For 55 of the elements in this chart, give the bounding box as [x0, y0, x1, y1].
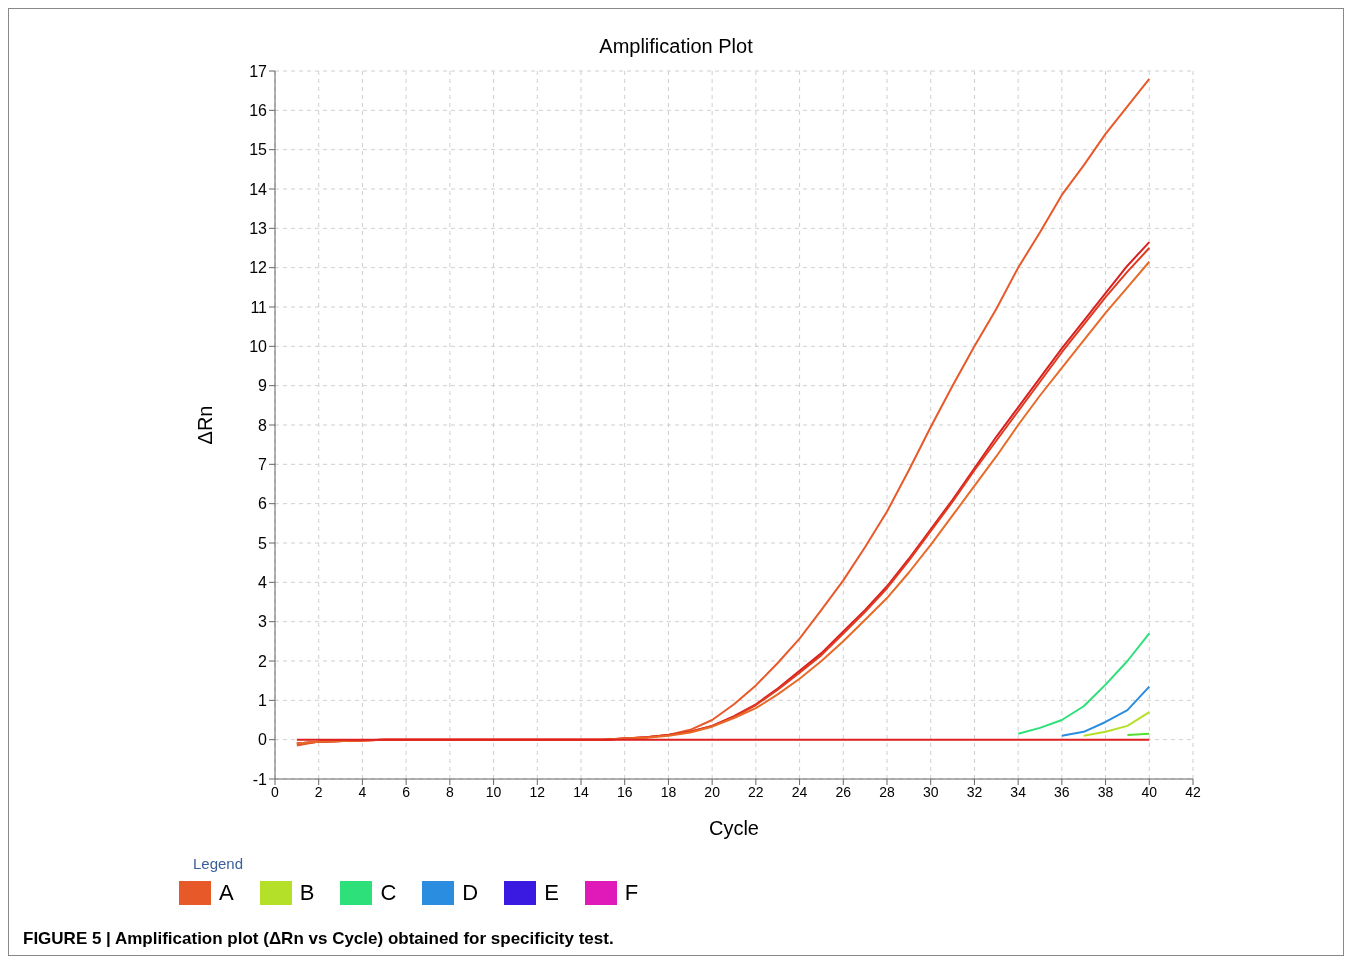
x-tick-label: 4: [358, 783, 367, 800]
y-tick-label: 7: [258, 456, 268, 474]
y-tick-label: 0: [258, 731, 268, 749]
y-tick-label: 17: [249, 62, 268, 80]
x-tick-label: 6: [402, 783, 411, 800]
x-tick-label: 16: [616, 783, 633, 800]
x-tick-label: 30: [922, 783, 939, 800]
y-axis-title: ΔRn: [194, 405, 217, 445]
x-tick-label: 14: [573, 783, 589, 800]
x-tick-label: 10: [485, 783, 502, 800]
y-tick-label: 3: [258, 613, 268, 631]
y-tick-label: 1: [258, 692, 268, 710]
y-tick-label: 5: [258, 534, 268, 552]
x-tick-label: 0: [271, 783, 280, 800]
legend-label: D: [462, 880, 479, 906]
legend-title: Legend: [193, 855, 244, 872]
legend-label: E: [544, 880, 559, 906]
legend-label: B: [299, 880, 315, 906]
y-tick-label: 13: [249, 220, 268, 238]
y-tick-label: 6: [258, 495, 268, 513]
y-tick-label: 4: [258, 574, 268, 592]
x-tick-label: 24: [791, 783, 808, 800]
x-tick-label: 40: [1141, 783, 1158, 800]
line-series: [1082, 711, 1151, 737]
x-tick-label: 34: [1010, 783, 1027, 800]
legend-label: C: [380, 880, 397, 906]
y-tick-label: 2: [258, 652, 268, 670]
x-tick-label: 32: [966, 783, 983, 800]
x-tick-label: 38: [1097, 783, 1114, 800]
chart-title: Amplification Plot: [598, 35, 754, 58]
y-tick-label: -1: [252, 770, 268, 788]
x-axis-title: Cycle: [708, 817, 760, 839]
x-tick-label: 2: [314, 783, 323, 800]
y-tick-label: 12: [249, 259, 268, 277]
y-tick-label: 10: [249, 338, 268, 356]
x-tick-label: 20: [704, 783, 721, 800]
legend-label: F: [624, 880, 639, 906]
x-tick-label: 12: [529, 783, 546, 800]
caption: FIGURE 5 | Amplification plot (ΔRn vs Cycle) obtained for specificity test.: [23, 929, 614, 949]
x-tick-label: 26: [835, 783, 852, 800]
y-tick-label: 14: [249, 180, 268, 198]
x-tick-label: 42: [1185, 783, 1201, 800]
x-tick-label: 8: [445, 783, 454, 800]
x-tick-label: 28: [879, 783, 895, 800]
legend-label: A: [219, 880, 234, 906]
line-series: [1017, 632, 1151, 735]
y-tick-label: 16: [249, 102, 268, 120]
y-tick-label: 15: [249, 141, 268, 159]
x-tick-label: 36: [1054, 783, 1070, 800]
y-tick-label: 11: [250, 298, 268, 316]
line-series: [1060, 685, 1151, 737]
y-tick-label: 8: [258, 416, 268, 434]
x-tick-label: 18: [660, 783, 677, 800]
x-tick-label: 22: [748, 783, 764, 800]
y-tick-label: 9: [258, 377, 268, 395]
